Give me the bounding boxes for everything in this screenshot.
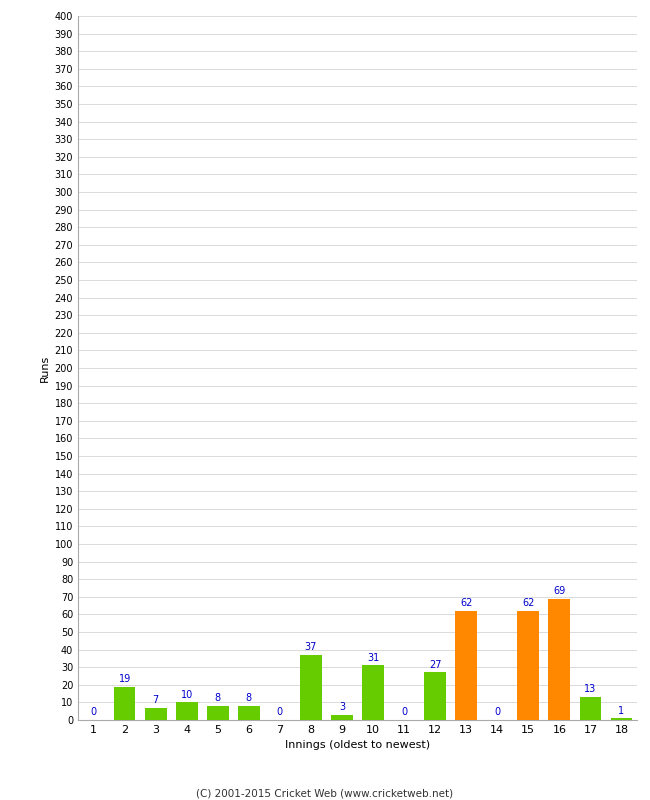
Bar bbox=[455, 611, 477, 720]
Text: 19: 19 bbox=[118, 674, 131, 684]
Text: 31: 31 bbox=[367, 653, 379, 662]
Text: 37: 37 bbox=[305, 642, 317, 652]
Bar bbox=[331, 714, 353, 720]
Bar bbox=[238, 706, 260, 720]
Bar bbox=[362, 666, 384, 720]
Text: 0: 0 bbox=[494, 707, 500, 718]
Text: 1: 1 bbox=[618, 706, 625, 715]
Text: 0: 0 bbox=[90, 707, 97, 718]
Text: 27: 27 bbox=[429, 660, 441, 670]
Text: 0: 0 bbox=[277, 707, 283, 718]
Bar bbox=[610, 718, 632, 720]
Text: 69: 69 bbox=[553, 586, 566, 596]
Y-axis label: Runs: Runs bbox=[40, 354, 50, 382]
X-axis label: Innings (oldest to newest): Innings (oldest to newest) bbox=[285, 741, 430, 750]
Bar bbox=[300, 655, 322, 720]
Text: (C) 2001-2015 Cricket Web (www.cricketweb.net): (C) 2001-2015 Cricket Web (www.cricketwe… bbox=[196, 788, 454, 798]
Bar bbox=[145, 708, 166, 720]
Text: 8: 8 bbox=[214, 694, 221, 703]
Bar bbox=[114, 686, 135, 720]
Text: 62: 62 bbox=[460, 598, 473, 608]
Bar bbox=[207, 706, 229, 720]
Text: 62: 62 bbox=[522, 598, 534, 608]
Bar bbox=[424, 673, 446, 720]
Text: 3: 3 bbox=[339, 702, 345, 712]
Bar bbox=[176, 702, 198, 720]
Bar bbox=[517, 611, 539, 720]
Bar bbox=[580, 697, 601, 720]
Bar bbox=[549, 598, 570, 720]
Text: 0: 0 bbox=[401, 707, 407, 718]
Text: 10: 10 bbox=[181, 690, 193, 700]
Text: 7: 7 bbox=[153, 695, 159, 705]
Text: 13: 13 bbox=[584, 685, 597, 694]
Text: 8: 8 bbox=[246, 694, 252, 703]
